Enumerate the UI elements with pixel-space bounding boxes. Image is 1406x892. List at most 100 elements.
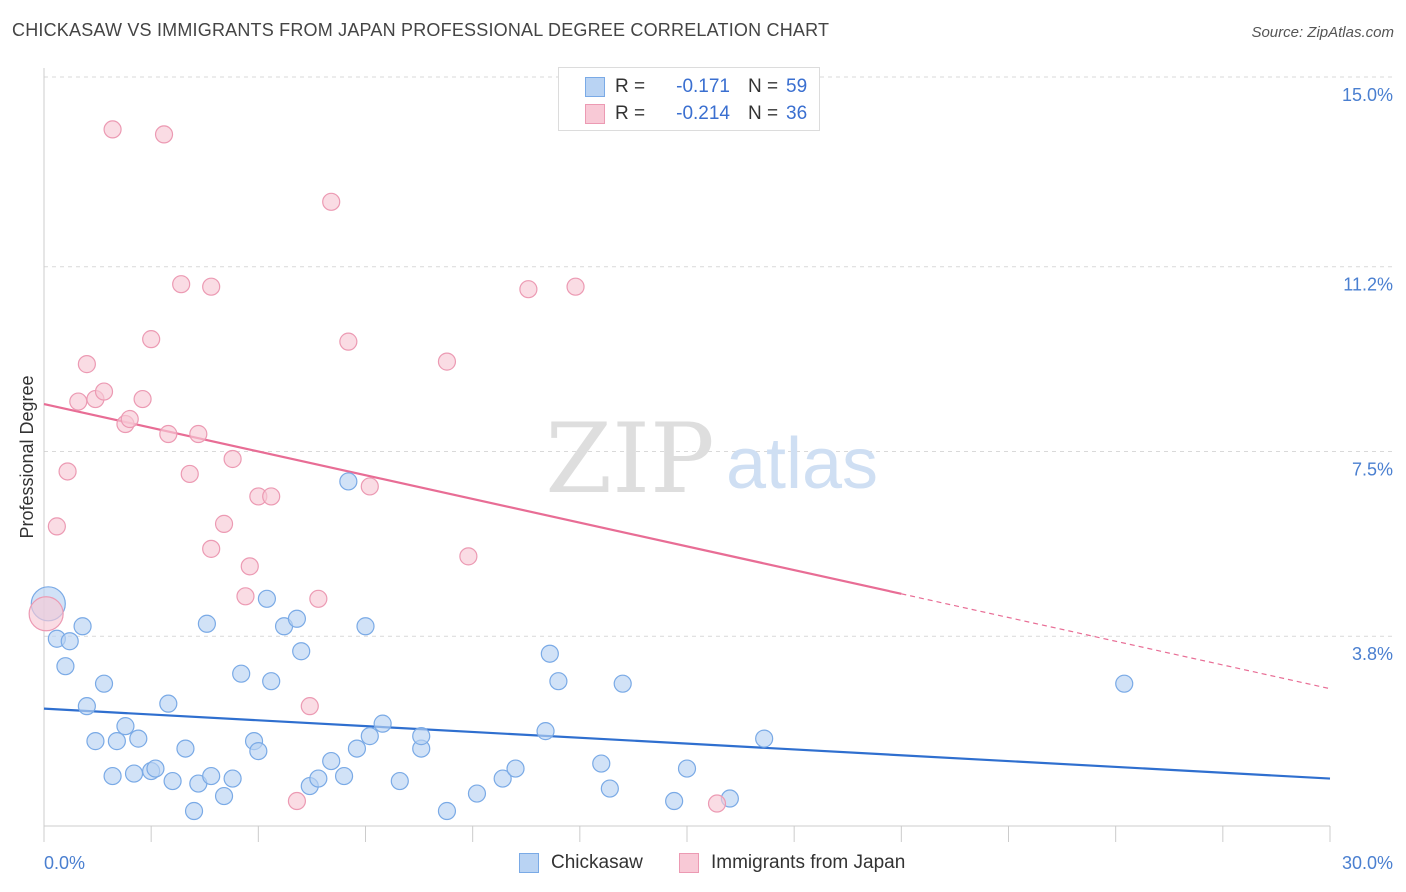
axes xyxy=(43,68,1331,842)
point-japan xyxy=(120,409,139,429)
point-chickasaw xyxy=(116,717,135,736)
point-japan xyxy=(300,697,319,716)
legend-n-label: N = xyxy=(748,103,779,124)
point-chickasaw xyxy=(197,614,216,633)
point-chickasaw xyxy=(94,674,114,693)
point-chickasaw xyxy=(202,766,221,786)
legend-n-value: 59 xyxy=(786,76,808,97)
point-chickasaw xyxy=(60,632,79,651)
point-japan xyxy=(459,547,478,566)
legend-swatch-blue xyxy=(585,77,605,97)
point-japan xyxy=(154,125,174,144)
point-chickasaw xyxy=(549,672,568,691)
point-chickasaw xyxy=(176,739,195,758)
x-tick-label-max: 30.0% xyxy=(1342,853,1393,873)
watermark-zip: ZIP xyxy=(545,403,714,515)
point-chickasaw xyxy=(322,751,341,771)
point-japan xyxy=(236,587,255,606)
point-japan xyxy=(189,424,208,444)
point-japan xyxy=(566,277,585,296)
bottom-legend-japan: Immigrants from Japan xyxy=(679,852,905,874)
watermark-atlas: atlas xyxy=(726,424,878,504)
point-chickasaw xyxy=(86,732,105,751)
point-japan xyxy=(223,449,242,469)
point-chickasaw xyxy=(163,771,182,791)
legend-r-label: R = xyxy=(615,103,646,124)
point-chickasaw xyxy=(214,786,234,806)
y-tick-label: 3.8% xyxy=(1352,644,1393,664)
point-japan xyxy=(142,330,161,349)
y-tick-label: 11.2% xyxy=(1343,275,1393,295)
point-japan xyxy=(172,275,191,294)
point-chickasaw xyxy=(540,644,559,663)
point-chickasaw xyxy=(77,697,96,716)
point-japan xyxy=(180,464,199,484)
point-japan xyxy=(94,382,114,401)
stats-legend: R = -0.171 N = 59 R = -0.214 N = 36 xyxy=(558,67,820,131)
point-japan xyxy=(360,477,379,496)
point-japan xyxy=(262,487,281,506)
legend-swatch-pink xyxy=(585,104,605,124)
point-chickasaw xyxy=(437,801,457,821)
point-japan xyxy=(214,514,234,533)
point-japan xyxy=(322,192,341,211)
point-chickasaw xyxy=(232,664,251,683)
point-japan xyxy=(339,332,358,351)
point-japan xyxy=(202,539,221,558)
legend-row-chickasaw: R = -0.171 N = 59 xyxy=(585,75,807,99)
point-japan xyxy=(28,596,64,632)
point-chickasaw xyxy=(223,769,242,788)
y-tick-label: 15.0% xyxy=(1342,85,1393,105)
point-chickasaw xyxy=(249,741,268,761)
point-japan xyxy=(437,352,457,371)
point-chickasaw xyxy=(257,589,277,608)
point-japan xyxy=(309,589,328,608)
point-chickasaw xyxy=(467,784,487,803)
point-japan xyxy=(103,120,122,139)
point-chickasaw xyxy=(159,694,178,713)
trend-lines xyxy=(43,402,1331,780)
bottom-swatch-blue xyxy=(519,853,539,873)
point-japan xyxy=(287,791,307,811)
data-points xyxy=(28,120,1134,821)
point-chickasaw xyxy=(103,766,122,786)
point-japan xyxy=(58,462,77,481)
point-chickasaw xyxy=(56,657,75,676)
tick-labels: 3.8% 7.5% 11.2% 15.0% 0.0% 30.0% xyxy=(44,85,1393,873)
point-chickasaw xyxy=(309,769,328,788)
point-chickasaw xyxy=(360,727,379,746)
chart-title: CHICKASAW VS IMMIGRANTS FROM JAPAN PROFE… xyxy=(12,20,830,40)
legend-r-value: -0.214 xyxy=(676,103,730,124)
trend-line-japan xyxy=(43,402,902,595)
point-japan xyxy=(519,280,538,299)
point-chickasaw xyxy=(600,779,619,798)
bottom-legend-chickasaw: Chickasaw xyxy=(519,852,643,874)
point-chickasaw xyxy=(1115,674,1134,693)
point-chickasaw xyxy=(287,609,307,628)
point-chickasaw xyxy=(262,672,281,691)
point-japan xyxy=(133,389,152,409)
trend-line-chickasaw xyxy=(43,707,1331,780)
point-japan xyxy=(159,424,178,444)
point-japan xyxy=(47,517,66,536)
point-japan xyxy=(77,355,96,374)
bottom-legend-label: Immigrants from Japan xyxy=(711,852,906,873)
point-chickasaw xyxy=(506,759,525,778)
point-chickasaw xyxy=(129,729,148,748)
bottom-swatch-pink xyxy=(679,853,699,873)
legend-row-japan: R = -0.214 N = 36 xyxy=(585,102,807,126)
legend-r-value: -0.171 xyxy=(676,76,730,97)
y-axis-label: Professional Degree xyxy=(17,375,37,538)
legend-n-label: N = xyxy=(748,76,779,97)
point-chickasaw xyxy=(292,642,311,661)
point-chickasaw xyxy=(339,472,358,491)
point-chickasaw xyxy=(356,617,375,636)
legend-n-value: 36 xyxy=(786,103,808,124)
point-chickasaw xyxy=(536,722,555,741)
point-chickasaw xyxy=(373,714,392,733)
point-chickasaw xyxy=(184,801,204,821)
x-tick-label-min: 0.0% xyxy=(44,853,85,873)
point-chickasaw xyxy=(390,771,409,791)
point-chickasaw xyxy=(755,729,774,748)
